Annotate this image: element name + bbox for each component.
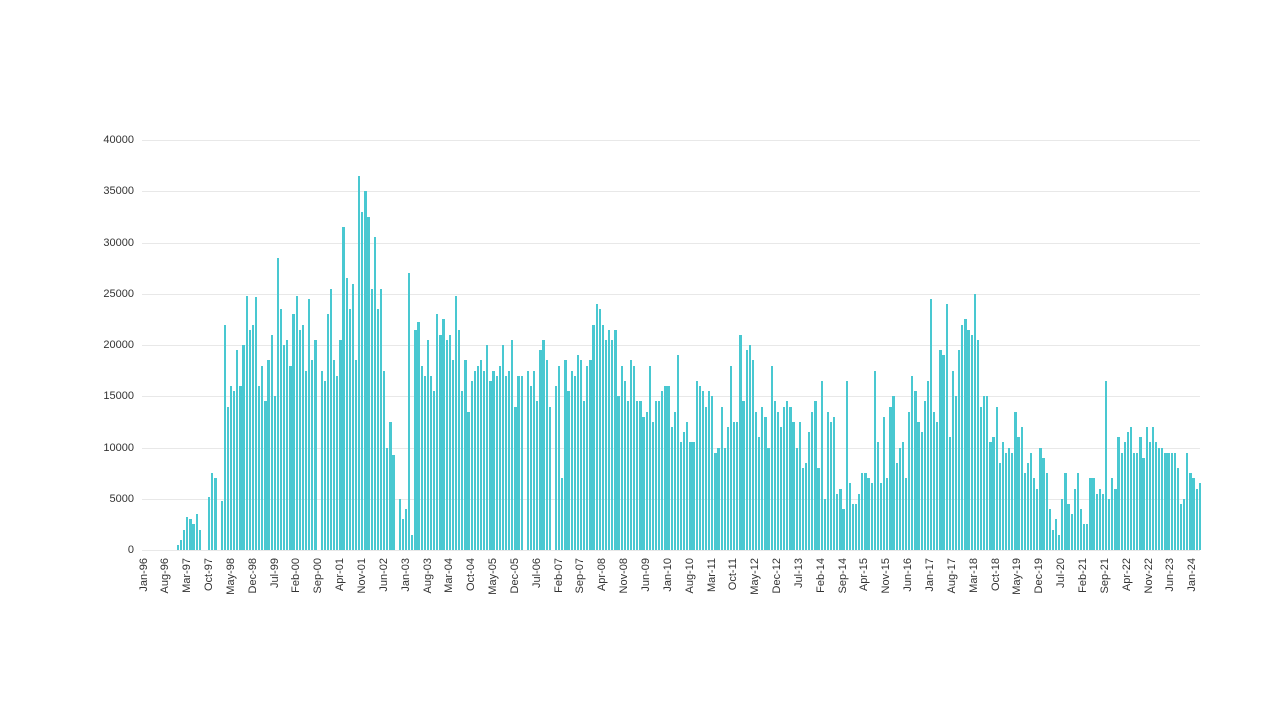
x-tick-label: Apr-22 [1121, 558, 1133, 591]
x-tick-label: Nov-01 [356, 558, 368, 593]
x-tick-label: Jul-13 [793, 558, 805, 588]
x-tick-label: Oct-11 [727, 558, 739, 590]
x-tick-label: Jun-23 [1164, 558, 1176, 592]
y-tick-label: 0 [128, 544, 134, 556]
x-tick-label: May-05 [487, 558, 499, 595]
x-tick-label: Dec-98 [247, 558, 259, 593]
x-tick-label: Mar-11 [706, 558, 718, 592]
x-tick-label: Nov-22 [1143, 558, 1155, 593]
x-tick-label: Sep-07 [574, 558, 586, 593]
x-tick-label: Dec-12 [771, 558, 783, 593]
x-tick-label: Feb-21 [1077, 558, 1089, 593]
x-tick-label: Apr-15 [858, 558, 870, 591]
x-tick-label: Jul-06 [531, 558, 543, 588]
x-tick-label: Feb-14 [815, 558, 827, 593]
x-tick-label: Jul-99 [269, 558, 281, 588]
x-tick-label: Feb-00 [290, 558, 302, 593]
x-tick-label: May-19 [1011, 558, 1023, 595]
bar-slot [1198, 140, 1201, 550]
x-tick-label: Sep-00 [312, 558, 324, 593]
x-tick-label: Nov-08 [618, 558, 630, 593]
bars [142, 140, 1200, 550]
x-tick-label: Apr-08 [596, 558, 608, 591]
x-tick-label: Jan-17 [924, 558, 936, 592]
x-tick-label: Dec-19 [1033, 558, 1045, 593]
x-tick-label: Jun-09 [640, 558, 652, 592]
bar-chart: 0500010000150002000025000300003500040000… [90, 140, 1200, 640]
x-tick-label: Mar-04 [443, 558, 455, 593]
x-tick-label: Sep-21 [1099, 558, 1111, 593]
bar [1199, 483, 1201, 550]
y-tick-label: 5000 [110, 493, 134, 505]
x-tick-label: Dec-05 [509, 558, 521, 593]
x-tick-label: Mar-18 [968, 558, 980, 593]
gridline [142, 550, 1200, 551]
x-tick-label: May-98 [225, 558, 237, 595]
y-tick-label: 25000 [103, 288, 134, 300]
x-tick-label: Aug-03 [422, 558, 434, 593]
x-tick-label: Aug-10 [684, 558, 696, 593]
x-tick-label: Jan-03 [400, 558, 412, 592]
x-tick-label: Aug-96 [159, 558, 171, 593]
plot-area: 0500010000150002000025000300003500040000 [142, 140, 1200, 550]
x-tick-label: Mar-97 [181, 558, 193, 593]
y-tick-label: 40000 [103, 134, 134, 146]
x-tick-label: Jan-24 [1186, 558, 1198, 592]
x-tick-label: Jun-02 [378, 558, 390, 592]
x-tick-label: Jan-96 [138, 558, 150, 592]
x-tick-label: Aug-17 [946, 558, 958, 593]
x-axis-labels: Jan-96Aug-96Mar-97Oct-97May-98Dec-98Jul-… [142, 558, 1200, 648]
x-tick-label: Feb-07 [553, 558, 565, 593]
x-tick-label: Apr-01 [334, 558, 346, 591]
x-tick-label: Sep-14 [837, 558, 849, 593]
y-tick-label: 30000 [103, 237, 134, 249]
y-tick-label: 10000 [103, 442, 134, 454]
x-tick-label: May-12 [749, 558, 761, 595]
x-tick-label: Oct-18 [990, 558, 1002, 591]
y-tick-label: 35000 [103, 185, 134, 197]
x-tick-label: Jun-16 [902, 558, 914, 592]
x-tick-label: Oct-04 [465, 558, 477, 591]
x-tick-label: Jul-20 [1055, 558, 1067, 588]
x-tick-label: Jan-10 [662, 558, 674, 592]
y-tick-label: 20000 [103, 339, 134, 351]
x-tick-label: Nov-15 [880, 558, 892, 593]
y-tick-label: 15000 [103, 390, 134, 402]
x-tick-label: Oct-97 [203, 558, 215, 591]
